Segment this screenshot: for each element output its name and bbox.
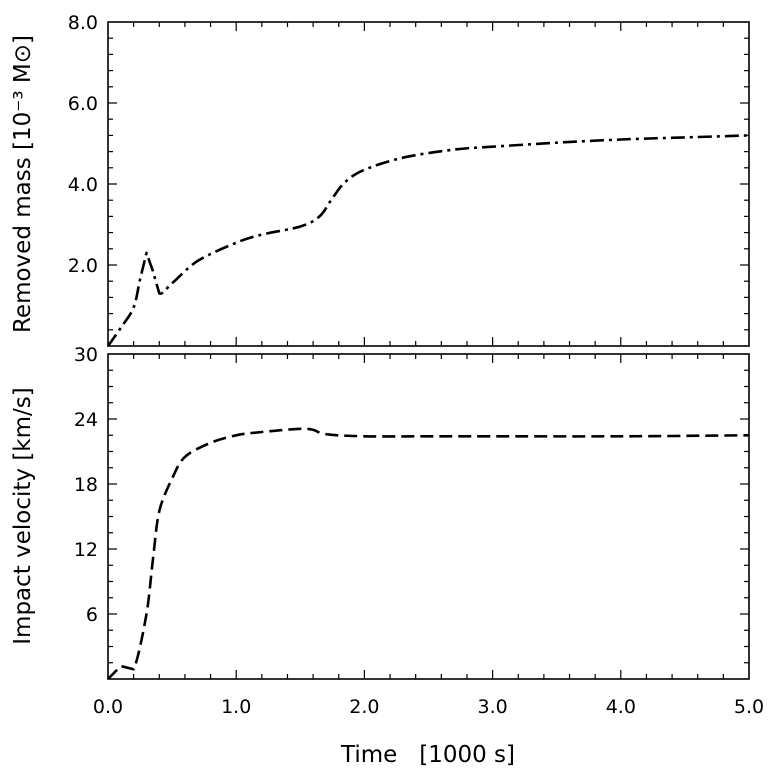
- minor-ticks-top: [108, 22, 749, 346]
- y-tick-label-bottom: 24: [74, 409, 98, 431]
- x-tick-label: 5.0: [734, 696, 764, 718]
- y-tick-label-top: 4.0: [68, 174, 98, 196]
- x-ticks-bottom: 0.0 1.0 2.0 3.0 4.0 5.0: [93, 696, 764, 718]
- y-tick-label-top: 2.0: [68, 255, 98, 277]
- panel-removed-mass: 2.0 4.0 6.0 8.0 Removed mass [10⁻³ M⊙]: [10, 12, 750, 347]
- x-tick-label: 2.0: [349, 696, 379, 718]
- y-axis-title-top-main: Removed mass [10⁻³ M⊙]: [10, 35, 36, 333]
- x-axis-title: Time [1000 s]: [340, 742, 515, 768]
- minor-ticks-bottom: [108, 354, 749, 679]
- y-ticks-bottom: 6 12 18 24 30: [74, 344, 98, 626]
- x-tick-label: 1.0: [221, 696, 251, 718]
- plot-frame-top: [107, 21, 750, 347]
- y-tick-label-bottom: 12: [74, 539, 98, 561]
- x-tick-label: 4.0: [606, 696, 636, 718]
- y-ticks-top: 2.0 4.0 6.0 8.0: [68, 12, 98, 277]
- panel-impact-velocity: 6 12 18 24 30 0.0 1.0 2.0 3.0 4.0 5.0 Impact velo…: [10, 344, 764, 768]
- impact-velocity-line: [107, 427, 750, 680]
- removed-mass-line: [106, 134, 750, 347]
- x-tick-label: 3.0: [477, 696, 507, 718]
- x-tick-label: 0.0: [93, 696, 123, 718]
- y-axis-title-top: Removed mass [10⁻³ M⊙]: [10, 35, 36, 333]
- y-tick-label-top: 8.0: [68, 12, 98, 34]
- plot-frame-bottom: [107, 353, 750, 680]
- y-tick-label-bottom: 6: [86, 604, 98, 626]
- y-tick-label-bottom: 30: [74, 344, 98, 366]
- y-tick-label-top: 6.0: [68, 93, 98, 115]
- y-tick-label-bottom: 18: [74, 474, 98, 496]
- y-axis-title-bottom: Impact velocity [km/s]: [10, 387, 36, 644]
